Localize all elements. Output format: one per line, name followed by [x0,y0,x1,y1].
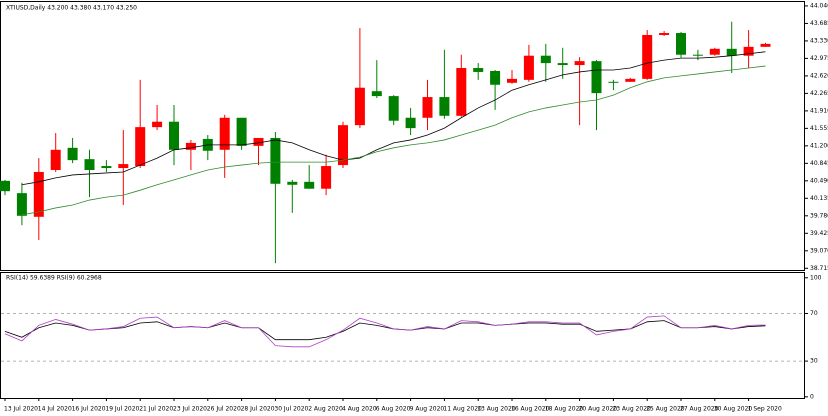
candle-body [219,117,230,150]
candle-body [709,48,720,55]
x-tick-label: 21 Jul 2020 [139,406,173,413]
candle-body [692,54,703,56]
y-tick-label: 41.910 [810,107,828,114]
y-tick-label: 39.425 [810,230,828,237]
candle-body [169,121,179,150]
candle-body [16,193,27,216]
candle-body [743,46,754,56]
y-tick-label: 43.685 [810,20,828,27]
x-tick-label: 23 Aug 2020 [612,406,651,413]
rsi-panel [0,272,805,399]
x-tick-label: 13 Jul 2020 [4,406,38,413]
chart-title: XTIUSD,Daily 43.200 43.380 43.170 43.250 [6,5,137,12]
x-tick-label: 23 Jul 2020 [173,406,207,413]
candle-body [236,117,247,146]
candle-body [50,149,61,170]
candle-body [473,68,484,72]
candle-body [557,63,568,66]
candle-body [642,35,653,79]
candle-body [523,55,534,80]
candle-body [354,87,365,126]
candle-body [287,181,298,185]
y-tick-label: 70 [810,310,818,317]
y-tick-label: 42.265 [810,90,828,97]
candle-body [540,55,551,64]
candle-body [33,171,44,217]
candle-body [676,33,686,55]
candle-body [118,164,129,169]
candle-body [185,142,196,150]
x-tick-label: 16 Aug 2020 [511,406,550,413]
x-tick-label: 26 Jul 2020 [207,406,241,413]
candle-body [405,117,416,129]
candle-body [253,137,264,146]
x-tick-label: 30 Aug 2020 [714,406,753,413]
y-tick-label: 44.040 [810,2,828,9]
y-tick-label: 38.715 [810,265,828,272]
rsi-title: RSI(14) 59.6389 RSI(9) 60.2968 [6,275,102,282]
candle-body [270,137,281,184]
x-tick-label: 30 Jul 2020 [274,406,308,413]
x-tick-label: 9 Aug 2020 [410,406,445,413]
x-tick-label: 25 Aug 2020 [646,406,685,413]
candle-body [507,78,517,83]
candle-body [625,78,636,82]
x-tick-label: 11 Aug 2020 [443,406,482,413]
y-tick-label: 39.070 [810,247,828,254]
candle-body [321,166,332,189]
candle-body [574,61,585,66]
moving-average [21,51,766,186]
x-tick-label: 28 Jul 2020 [241,406,275,413]
candle-body [760,43,771,47]
candle-body [152,121,163,128]
y-tick-label: 0 [810,393,814,400]
candle-body [439,97,450,116]
y-tick-label: 43.330 [810,37,828,44]
y-tick-label: 42.620 [810,72,828,79]
y-tick-label: 40.490 [810,177,828,184]
candle-body [371,91,382,97]
x-tick-label: 1 Sep 2020 [748,406,782,413]
y-tick-label: 100 [810,274,822,281]
rsi-line [4,315,766,348]
y-tick-label: 42.975 [810,55,828,62]
y-tick-label: 41.200 [810,142,828,149]
candle-body [422,97,433,118]
candle-body [591,61,602,94]
x-tick-label: 14 Jul 2020 [38,406,72,413]
price-panel [0,1,805,271]
candle-body [456,68,467,116]
candle-body [0,180,10,192]
candle-body [608,81,619,83]
x-tick-label: 6 Aug 2020 [376,406,411,413]
candle-body [388,96,399,121]
x-tick-label: 13 Aug 2020 [477,406,516,413]
candle-body [84,159,95,170]
x-tick-label: 18 Aug 2020 [545,406,584,413]
rsi-line [4,320,766,341]
candle-body [67,147,78,161]
y-tick-label: 30 [810,358,818,365]
candle-body [304,181,315,189]
candle-body [490,70,501,85]
x-tick-label: 20 Aug 2020 [579,406,618,413]
x-tick-label: 16 Jul 2020 [72,406,106,413]
x-tick-label: 19 Jul 2020 [105,406,139,413]
candle-body [135,127,146,167]
moving-average [21,65,766,216]
candle-body [726,48,737,56]
y-tick-label: 40.845 [810,160,828,167]
x-tick-label: 2 Aug 2020 [308,406,343,413]
candle-body [659,33,670,36]
x-tick-label: 27 Aug 2020 [680,406,719,413]
y-tick-label: 39.780 [810,212,828,219]
y-tick-label: 41.555 [810,125,828,132]
candle-body [101,166,112,169]
candle-body [338,125,348,166]
y-tick-label: 40.135 [810,195,828,202]
x-tick-label: 4 Aug 2020 [342,406,377,413]
